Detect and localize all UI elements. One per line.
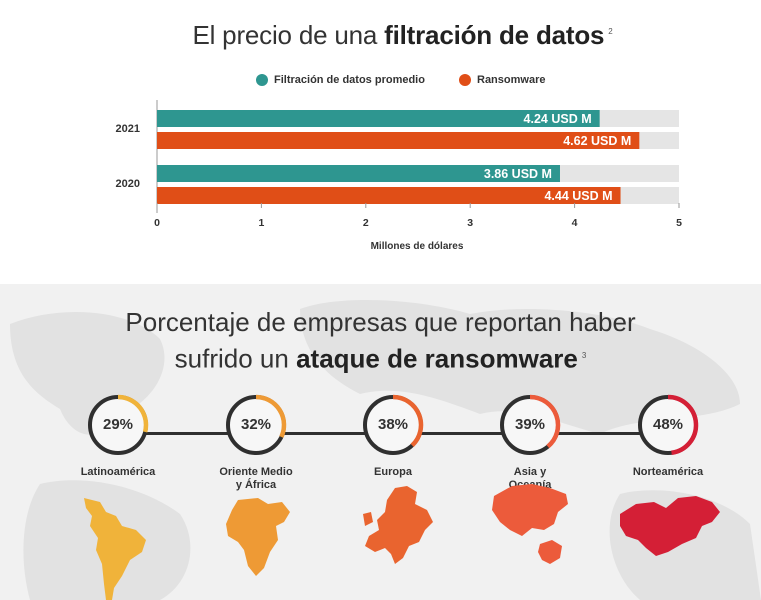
x-axis-label: Millones de dólares <box>371 241 464 252</box>
legend-item-ransomware: Ransomware <box>459 74 545 86</box>
progress-ring: 29% <box>87 394 149 456</box>
ring-progress-arc <box>667 394 699 456</box>
region-name: Latinoamérica <box>80 466 156 478</box>
bar <box>157 187 621 204</box>
middle-east-africa-map <box>226 498 290 576</box>
ring-graphic <box>88 394 149 455</box>
percent-value: 32% <box>240 416 272 433</box>
ring-progress-arc <box>255 394 287 438</box>
percent-value: 29% <box>102 416 134 433</box>
x-tick-label: 3 <box>467 217 473 229</box>
breach-cost-section: El precio de una filtración de datos 2 Fi… <box>0 0 761 284</box>
bar-value-label: 3.86 USD M <box>484 167 552 181</box>
ring-graphic <box>638 394 699 456</box>
ransomware-section: Porcentaje de empresas que reportan habe… <box>0 284 761 600</box>
region-oriente-medio-africa: 32% Oriente Medio y África <box>196 394 316 492</box>
section-title-bold: ataque de ransomware <box>296 343 578 374</box>
ring-progress-arc <box>392 394 424 448</box>
category-label: 2021 <box>116 123 140 135</box>
legend-dot-ransomware <box>459 74 471 86</box>
x-tick-label: 4 <box>572 217 578 229</box>
legend-item-breach: Filtración de datos promedio <box>256 74 425 86</box>
section-title: Porcentaje de empresas que reportan habe… <box>125 307 636 374</box>
ring-graphic <box>226 394 287 455</box>
bar-value-label: 4.44 USD M <box>544 189 612 203</box>
bar <box>157 110 600 127</box>
chart-title: El precio de una filtración de datos 2 <box>192 20 613 50</box>
category-label: 2020 <box>116 178 140 190</box>
north-america-map <box>620 496 720 556</box>
region-europa: 38% Europa <box>333 394 453 479</box>
bar <box>157 165 560 182</box>
region-norteamerica: 48% Norteamérica <box>608 394 728 479</box>
progress-ring: 39% <box>499 394 561 456</box>
progress-ring: 32% <box>225 394 287 456</box>
percent-value: 48% <box>652 416 684 433</box>
ring-graphic <box>500 394 561 455</box>
region-name: Oriente Medio y África <box>219 466 293 491</box>
legend-dot-breach <box>256 74 268 86</box>
world-map-background <box>10 299 761 600</box>
x-tick-label: 0 <box>154 217 160 229</box>
bar <box>157 132 640 149</box>
bar-value-label: 4.24 USD M <box>524 112 592 126</box>
asia-oceania-map <box>492 484 568 564</box>
x-tick-label: 5 <box>676 217 682 229</box>
footnote-ref: 3 <box>581 351 587 360</box>
x-tick-label: 2 <box>363 217 369 229</box>
ring-progress-arc <box>529 394 561 449</box>
region-name: Norteamérica <box>632 466 704 478</box>
latin-america-map <box>84 498 146 600</box>
region-asia-oceania: 39% Asia y Oceanía <box>470 394 590 492</box>
ring-progress-arc <box>117 394 149 433</box>
x-tick-label: 1 <box>258 217 264 229</box>
europe-map <box>363 486 433 564</box>
percent-value: 38% <box>377 416 409 433</box>
region-name: Europa <box>374 466 412 478</box>
bar-value-label: 4.62 USD M <box>563 134 631 148</box>
percent-value: 39% <box>514 416 546 433</box>
chart-title-bold: filtración de datos <box>384 20 605 50</box>
region-latinoamerica: 29% Latinoamérica <box>58 394 178 479</box>
footnote-ref: 2 <box>608 27 613 37</box>
ring-graphic <box>363 394 424 455</box>
progress-ring: 48% <box>637 394 699 456</box>
progress-ring: 38% <box>362 394 424 456</box>
bar-chart: 2021 4.24 USD M 4.62 USD M 2020 3.86 USD M 4.… <box>116 100 682 252</box>
